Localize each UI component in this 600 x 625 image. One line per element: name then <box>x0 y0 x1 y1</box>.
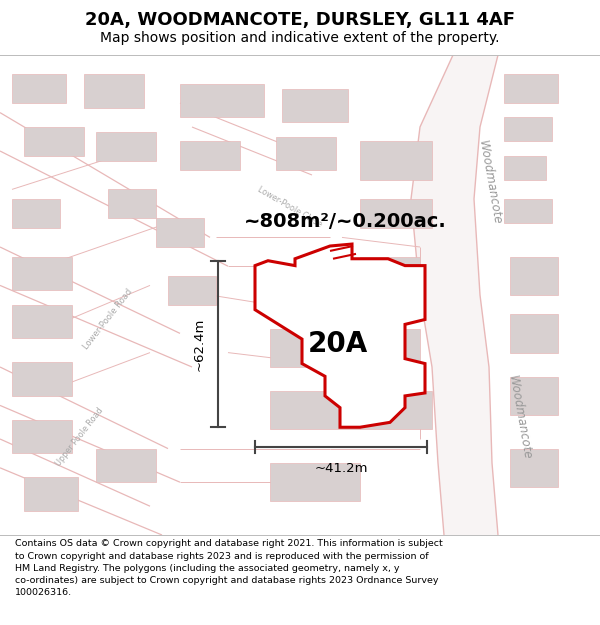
Polygon shape <box>12 420 72 453</box>
Polygon shape <box>270 391 360 429</box>
Text: Lower-Poole Road: Lower-Poole Road <box>82 288 134 351</box>
Text: Woodmancote: Woodmancote <box>476 139 504 226</box>
Polygon shape <box>504 199 552 223</box>
Polygon shape <box>270 329 348 367</box>
Polygon shape <box>96 132 156 161</box>
Polygon shape <box>276 137 336 170</box>
Polygon shape <box>504 74 558 103</box>
Polygon shape <box>504 118 552 141</box>
Polygon shape <box>504 156 546 180</box>
Polygon shape <box>360 391 432 429</box>
Polygon shape <box>96 449 156 482</box>
Text: Map shows position and indicative extent of the property.: Map shows position and indicative extent… <box>100 31 500 45</box>
Polygon shape <box>282 89 348 122</box>
Text: Lower-Poole Close: Lower-Poole Close <box>256 185 324 229</box>
Polygon shape <box>156 218 204 247</box>
Polygon shape <box>510 257 558 295</box>
Text: 20A, WOODMANCOTE, DURSLEY, GL11 4AF: 20A, WOODMANCOTE, DURSLEY, GL11 4AF <box>85 11 515 29</box>
Polygon shape <box>24 127 84 156</box>
Text: ~62.4m: ~62.4m <box>193 318 205 371</box>
Polygon shape <box>360 257 420 295</box>
Polygon shape <box>12 362 72 396</box>
Polygon shape <box>411 55 498 535</box>
Polygon shape <box>24 478 78 511</box>
Polygon shape <box>270 463 360 501</box>
Polygon shape <box>510 449 558 487</box>
Polygon shape <box>108 189 156 218</box>
Polygon shape <box>360 141 432 180</box>
Text: ~808m²/~0.200ac.: ~808m²/~0.200ac. <box>244 212 446 231</box>
Polygon shape <box>510 377 558 415</box>
Text: Upper Poole Road: Upper Poole Road <box>55 406 106 468</box>
Text: 20A: 20A <box>308 330 368 358</box>
Polygon shape <box>84 74 144 108</box>
Polygon shape <box>180 141 240 170</box>
Polygon shape <box>168 276 216 304</box>
Polygon shape <box>12 257 72 290</box>
Polygon shape <box>12 304 72 338</box>
Polygon shape <box>360 199 432 228</box>
Polygon shape <box>360 329 420 362</box>
Text: Woodmancote: Woodmancote <box>506 374 534 461</box>
Polygon shape <box>180 84 264 118</box>
Text: Contains OS data © Crown copyright and database right 2021. This information is : Contains OS data © Crown copyright and d… <box>15 539 443 597</box>
Polygon shape <box>12 74 66 103</box>
Polygon shape <box>510 314 558 352</box>
Polygon shape <box>12 199 60 228</box>
Polygon shape <box>255 244 425 428</box>
Text: ~41.2m: ~41.2m <box>314 462 368 475</box>
